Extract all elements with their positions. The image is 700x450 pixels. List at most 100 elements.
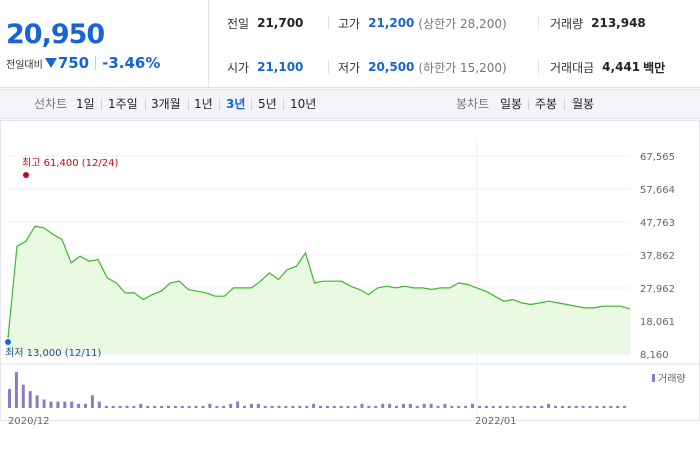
volume-chart: 거래량 bbox=[0, 363, 700, 408]
volume-bar bbox=[284, 405, 288, 408]
volume-bar bbox=[270, 405, 274, 408]
volume-bar bbox=[450, 405, 454, 408]
volume-bar bbox=[249, 403, 253, 408]
stat-value: 21,200 bbox=[368, 16, 415, 30]
volume-bar bbox=[346, 405, 350, 408]
volume-bar bbox=[49, 401, 53, 408]
volume-bar bbox=[298, 405, 302, 408]
period-button-3m[interactable]: 3개월 bbox=[151, 97, 181, 111]
period-button-5y[interactable]: 5년 bbox=[258, 97, 277, 111]
volume-bar bbox=[512, 405, 516, 408]
stat-label: 전일 bbox=[227, 16, 250, 31]
volume-bar bbox=[616, 405, 620, 408]
volume-bar bbox=[478, 405, 481, 408]
stat-open: 시가 21,100 bbox=[227, 57, 303, 77]
volume-bar bbox=[35, 395, 39, 408]
stat-volume: 거래량 213,948 bbox=[550, 13, 646, 33]
volume-bar bbox=[132, 405, 136, 408]
divider bbox=[145, 99, 146, 110]
quote-summary-panel: 20,950 전일대비 750 -3.46% 전일 21,700 고가 21,2… bbox=[0, 0, 700, 88]
price-chart: 67,565 57,664 47,763 37,862 27,962 18,061 8,16… bbox=[0, 120, 700, 427]
divider bbox=[328, 16, 329, 30]
candle-button-daily[interactable]: 일봉 bbox=[500, 97, 523, 111]
volume-bar bbox=[305, 405, 309, 408]
volume-bar bbox=[602, 405, 606, 408]
volume-bar bbox=[146, 405, 150, 408]
volume-bar bbox=[201, 405, 205, 408]
current-price-box: 20,950 전일대비 750 -3.46% bbox=[0, 0, 209, 88]
stat-value: 21,700 bbox=[257, 16, 304, 30]
volume-bar bbox=[408, 403, 412, 408]
volume-bar bbox=[422, 403, 426, 408]
down-triangle-icon bbox=[44, 58, 57, 68]
divider bbox=[188, 99, 189, 110]
divider bbox=[95, 56, 97, 70]
volume-bar bbox=[581, 405, 585, 408]
volume-bar bbox=[443, 403, 447, 408]
volume-bar bbox=[464, 405, 468, 408]
volume-bar bbox=[623, 405, 627, 408]
divider bbox=[251, 99, 252, 110]
volume-bar bbox=[588, 405, 592, 408]
candle-button-monthly[interactable]: 월봉 bbox=[572, 97, 595, 111]
volume-bar bbox=[243, 405, 246, 408]
volume-bar bbox=[84, 403, 87, 408]
volume-bar bbox=[118, 405, 122, 408]
high-annotation: 최고 61,400 (12/24) bbox=[22, 157, 118, 169]
volume-bar bbox=[484, 405, 488, 408]
period-button-1y[interactable]: 1년 bbox=[194, 97, 213, 111]
divider bbox=[564, 99, 565, 110]
y-tick-label: 37,862 bbox=[640, 251, 675, 262]
y-tick-label: 47,763 bbox=[640, 218, 675, 229]
x-tick-label: 2022/01 bbox=[475, 416, 517, 427]
y-tick-label: 57,664 bbox=[640, 185, 675, 196]
volume-bar bbox=[381, 403, 385, 408]
volume-bar bbox=[90, 395, 94, 408]
stat-value: 21,100 bbox=[257, 60, 304, 74]
period-button-1w[interactable]: 1주일 bbox=[108, 97, 138, 111]
volume-bar bbox=[263, 405, 267, 408]
stat-label: 저가 bbox=[338, 60, 361, 75]
volume-bar bbox=[28, 391, 32, 408]
volume-bar bbox=[277, 405, 281, 408]
volume-bar bbox=[153, 405, 157, 408]
period-button-10y[interactable]: 10년 bbox=[290, 97, 317, 111]
period-button-3y[interactable]: 3년 bbox=[226, 97, 246, 111]
volume-bar bbox=[374, 405, 378, 408]
volume-bar bbox=[139, 403, 143, 408]
divider bbox=[528, 99, 529, 110]
volume-bar bbox=[554, 405, 557, 408]
volume-bar bbox=[367, 405, 371, 408]
divider bbox=[538, 16, 539, 30]
volume-bar bbox=[505, 405, 509, 408]
x-axis-ticks: 2020/12 2022/01 bbox=[8, 416, 517, 427]
volume-bar bbox=[415, 405, 419, 408]
stat-value: 213,948 bbox=[591, 16, 646, 30]
y-tick-label: 18,061 bbox=[640, 317, 675, 328]
volume-bar bbox=[491, 405, 495, 408]
candle-button-weekly[interactable]: 주봉 bbox=[535, 97, 558, 111]
volume-bar bbox=[291, 405, 295, 408]
volume-bar bbox=[111, 405, 115, 408]
volume-bar bbox=[401, 403, 405, 408]
lower-limit-text: (하한가 15,200) bbox=[418, 60, 507, 75]
low-annotation: 최저 13,000 (12/11) bbox=[5, 347, 101, 359]
volume-bar bbox=[609, 405, 613, 408]
volume-bar bbox=[574, 405, 578, 408]
y-tick-label: 8,160 bbox=[640, 350, 669, 361]
stat-value: 4,441 bbox=[602, 60, 641, 74]
candle-chart-label: 봉차트 bbox=[456, 97, 490, 111]
price-change-row: 전일대비 750 -3.46% bbox=[6, 54, 160, 72]
volume-bar bbox=[526, 405, 530, 408]
volume-bar bbox=[160, 405, 163, 408]
divider bbox=[538, 60, 539, 74]
stat-label: 시가 bbox=[227, 60, 250, 75]
period-button-1d[interactable]: 1일 bbox=[76, 97, 95, 111]
divider bbox=[283, 99, 284, 110]
chart-toolbar: 선차트 1일 1주일 3개월 1년 3년 5년 10년 봉차트 일봉 주봉 월봉 bbox=[0, 89, 700, 119]
high-marker bbox=[23, 172, 29, 178]
volume-bar bbox=[547, 403, 551, 408]
volume-bar bbox=[229, 403, 233, 408]
volume-bar bbox=[97, 401, 101, 408]
price-area bbox=[7, 225, 631, 354]
